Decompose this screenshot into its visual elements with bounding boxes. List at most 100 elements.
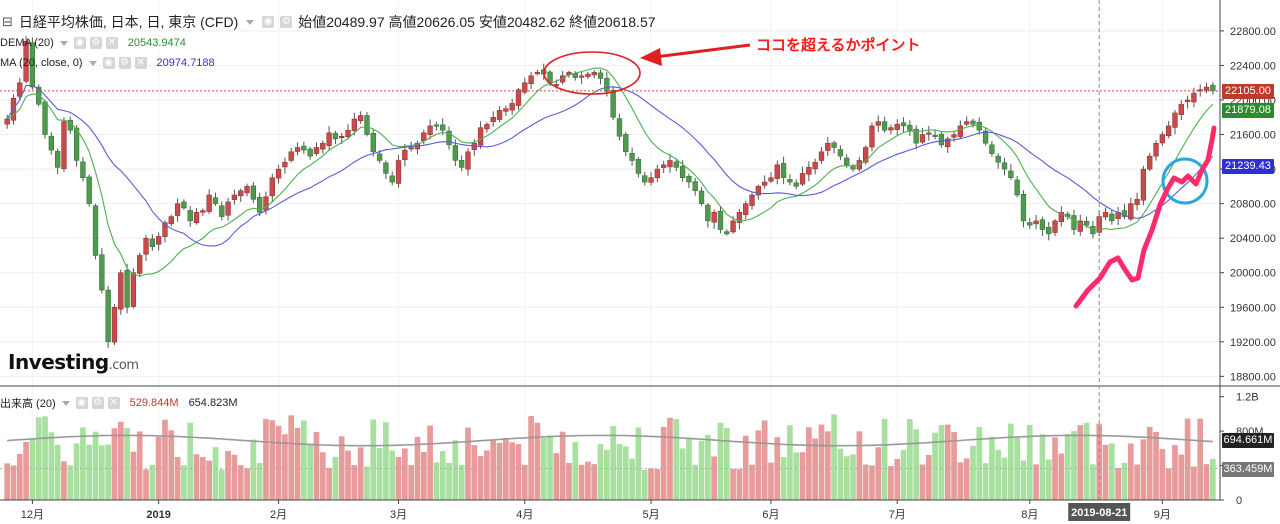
gear-icon[interactable]: ⚙ [118, 57, 131, 69]
annotation-text: ココを超えるかポイント [756, 37, 921, 54]
volume-bar [130, 451, 137, 500]
chevron-down-icon[interactable] [88, 60, 97, 66]
indicator-ma[interactable]: MA (20, close, 0) ◉ ⚙ ✕ 20974.7188 [0, 57, 215, 69]
volume-bar [1203, 464, 1210, 500]
candle-body [275, 168, 282, 179]
volume-bar [944, 424, 951, 500]
candle-body [193, 212, 200, 223]
volume-bar [925, 455, 932, 500]
indicator-volume[interactable]: 出来高 (20) ◉ ⚙ ✕ 529.844M 654.823M [0, 395, 238, 411]
candle-body [1210, 84, 1216, 92]
candle-body [1052, 220, 1058, 233]
volume-bar [913, 429, 919, 500]
candle-body [187, 210, 193, 222]
candle-body [345, 129, 351, 138]
dema-line [6, 67, 1214, 277]
eye-icon[interactable]: ◉ [262, 16, 275, 28]
candle-body [358, 115, 364, 121]
candle-body [496, 110, 503, 120]
volume-bars [4, 414, 1216, 500]
volume-bar [99, 445, 105, 500]
indicator-dema[interactable]: DEMA (20) ◉ ⚙ ✕ 20543.9474 [0, 37, 186, 49]
highlight-ellipse [543, 51, 641, 95]
volume-bar [181, 465, 187, 500]
volume-bar [174, 456, 181, 500]
candle-body [780, 163, 787, 178]
symbol-title[interactable]: 日経平均株価, 日本, 日, 東京 (CFD) [18, 14, 239, 30]
candle-body [80, 161, 86, 178]
candle-body [111, 307, 118, 343]
volume-bar [641, 469, 648, 500]
candle-body [73, 127, 80, 161]
low-value: 20482.62 [506, 14, 566, 30]
candle-body [1033, 220, 1039, 225]
candle-body [143, 237, 149, 255]
volume-bar [755, 430, 762, 500]
chart-type-icon[interactable]: ⊟ [2, 14, 13, 29]
volume-bar [200, 456, 206, 500]
candle-body [673, 161, 679, 168]
volume-bar [818, 424, 825, 500]
gear-icon[interactable]: ⚙ [89, 37, 102, 49]
price-tick-label: 20800.00 [1230, 199, 1276, 211]
candle-body [408, 147, 414, 150]
volume-bar [143, 469, 149, 500]
volume-bar [338, 436, 345, 500]
chevron-down-icon[interactable] [59, 40, 68, 46]
candle-body [238, 190, 244, 196]
candle-body [635, 159, 642, 174]
candle-body [629, 152, 635, 161]
candle-body [383, 162, 389, 174]
volume-bar [824, 431, 831, 500]
volume-bar [4, 463, 10, 500]
eye-icon[interactable]: ◉ [73, 37, 86, 49]
chevron-down-icon[interactable] [246, 19, 255, 25]
candle-body [661, 164, 667, 168]
candle-body [459, 160, 465, 168]
candle-body [42, 101, 48, 135]
candle-body [679, 166, 686, 178]
candle-body [1014, 179, 1020, 196]
gear-icon[interactable]: ⚙ [280, 16, 293, 28]
annotations-overlay: 2019-08-21 [0, 0, 1220, 521]
candle-body [989, 144, 995, 154]
eye-icon[interactable]: ◉ [75, 397, 88, 409]
volume-bar [761, 420, 768, 500]
volume-bar [799, 452, 806, 500]
volume-tick-label: 1.2B [1236, 392, 1259, 404]
open-value: 20489.97 [326, 14, 385, 30]
candle-body [99, 254, 105, 291]
candle-body [515, 89, 522, 106]
candle-body [894, 123, 900, 130]
volume-bar [105, 444, 111, 500]
candle-body [964, 121, 970, 125]
volume-bar [970, 445, 976, 500]
volume-bar [995, 449, 1002, 500]
indicator-value: 20543.9474 [127, 37, 186, 49]
candle-body [370, 133, 376, 153]
volume-bar [206, 460, 212, 500]
volume-bar [1033, 464, 1039, 500]
close-icon[interactable]: ✕ [105, 37, 118, 49]
eye-icon[interactable]: ◉ [102, 57, 115, 69]
candle-body [1153, 142, 1159, 157]
volume-bar [843, 456, 850, 500]
volume-ma-line [7, 434, 1213, 447]
gear-icon[interactable]: ⚙ [91, 397, 104, 409]
price-tick-label: 19600.00 [1230, 302, 1276, 314]
volume-bar [736, 469, 743, 500]
volume-bar [256, 463, 263, 500]
close-icon[interactable]: ✕ [107, 397, 120, 409]
volume-bar [149, 464, 156, 500]
candle-body [446, 130, 452, 146]
volume-bar [1140, 439, 1147, 500]
candle-body [616, 118, 623, 137]
volume-bar [604, 449, 610, 500]
candle-body [1140, 168, 1147, 201]
chevron-down-icon[interactable] [61, 400, 70, 406]
close-icon[interactable]: ✕ [134, 57, 147, 69]
ohlc-values: 始値20489.97 高値20626.05 安値20482.62 終値20618… [298, 12, 655, 32]
volume-bar [389, 450, 396, 500]
volume-bar [692, 464, 699, 500]
